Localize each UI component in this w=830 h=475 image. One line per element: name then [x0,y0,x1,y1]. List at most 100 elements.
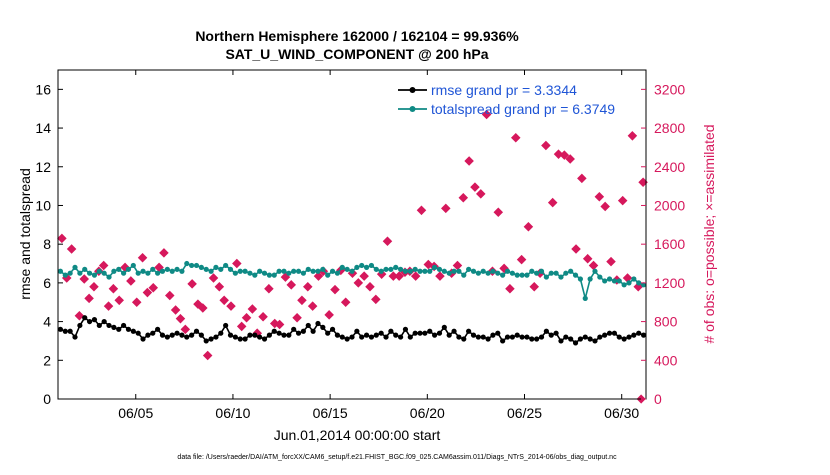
y-left-tick-label: 8 [43,236,51,252]
spread-point [475,270,481,276]
spread-point [223,262,229,269]
y-left-tick-label: 6 [43,275,51,291]
obs-marker [198,303,208,313]
spread-point [111,268,117,274]
spread-series [57,260,647,301]
spread-point [412,266,418,272]
rmse-point [606,330,613,336]
spread-point [363,264,370,270]
spread-point [286,270,292,276]
spread-point [155,270,161,276]
rmse-point [611,330,618,336]
rmse-point [363,332,370,338]
spread-point [150,266,156,272]
spread-point [91,272,98,278]
rmse-point [577,336,584,342]
rmse-point [441,324,447,330]
obs-marker [410,271,421,281]
rmse-point [261,336,268,342]
rmse-point [344,336,350,342]
rmse-point [368,334,375,340]
rmse-point [305,322,311,329]
spread-point [67,270,73,276]
rmse-point [534,336,540,342]
rmse-point [470,332,477,338]
obs-marker [187,279,197,289]
spread-point [480,268,486,274]
rmse-point [193,328,200,334]
obs-marker [165,290,175,301]
obs-marker [435,271,445,281]
spread-point [470,268,477,274]
spread-point [339,264,345,270]
y-left-tick-label: 16 [35,81,51,97]
spread-point [427,268,433,274]
rmse-point [475,334,481,340]
x-axis: 06/05 06/10 06/15 06/20 06/25 06/30 [118,70,639,421]
spread-point [611,278,618,284]
spread-point [159,268,166,274]
spread-point [82,266,88,272]
spread-point [495,270,501,276]
rmse-point [393,332,399,338]
spread-point [383,266,389,272]
obs-marker [236,321,247,332]
obs-marker [340,297,351,308]
obs-marker [131,297,142,308]
spread-point [106,274,112,280]
obs-marker [547,197,558,208]
spread-point [96,268,102,274]
spread-point [349,268,355,274]
rmse-point [563,334,569,340]
spread-point [125,266,132,272]
obs-marker [505,283,515,294]
legend: rmse grand pr = 3.3344 totalspread grand… [398,82,615,117]
rmse-point [451,328,457,334]
rmse-point [636,330,642,336]
rmse-point [621,336,627,342]
rmse-point [339,334,345,340]
obs-marker [208,273,219,283]
obs-marker [371,294,381,305]
obs-marker [594,191,605,202]
obs-marker [89,281,99,292]
obs-marker [577,173,587,184]
rmse-point [485,336,491,342]
spread-point [237,268,243,274]
spread-point [456,268,462,274]
spread-point [72,264,78,270]
spread-point [524,272,530,278]
rmse-point [169,332,175,338]
rmse-series [57,315,647,346]
spread-point [485,270,491,276]
spread-point [640,282,647,288]
spread-point [616,278,622,284]
y-left-tick-label: 0 [43,391,51,407]
rmse-point [121,322,127,329]
rmse-point [223,322,229,329]
spread-point [310,268,316,274]
spread-point [179,268,185,274]
spread-point [101,270,107,276]
spread-point [519,272,525,278]
rmse-point [213,334,219,340]
left-y-axis: 0 2 4 6 8 10 12 14 16 [35,81,63,407]
spread-point [130,262,136,269]
y-left-tick-label: 10 [35,197,51,213]
rmse-point [422,330,428,336]
spread-point [325,272,331,278]
spread-point [636,280,642,286]
obs-marker [170,305,181,315]
obs-marker [523,221,534,232]
spread-point [276,268,282,274]
spread-point [529,268,535,274]
obs-marker [292,312,302,323]
rmse-point [155,326,161,332]
obs-marker [175,313,186,324]
spread-point [208,268,214,274]
rmse-point [247,332,253,338]
rmse-point [116,326,122,332]
obs-marker [148,282,159,293]
rmse-point [354,328,360,334]
spread-point [441,268,447,274]
